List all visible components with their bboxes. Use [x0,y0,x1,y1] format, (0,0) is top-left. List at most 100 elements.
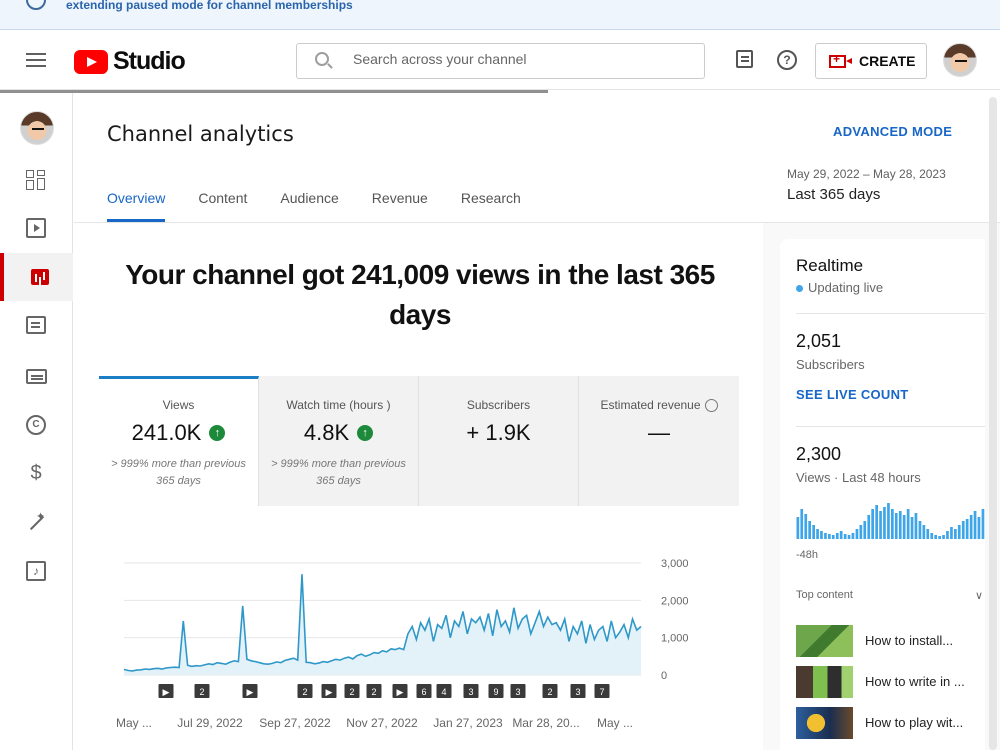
search-box[interactable] [296,43,705,79]
realtime-bar [828,534,831,539]
realtime-bar [839,531,843,539]
realtime-bar [981,509,985,539]
youtube-logo-icon [74,49,108,74]
see-live-count-button[interactable]: SEE LIVE COUNT [796,387,909,402]
realtime-bar [934,535,937,539]
realtime-bar [843,534,847,539]
info-icon [26,0,46,10]
comments-icon[interactable] [26,316,46,334]
timeline-marker-label: 2 [547,687,552,697]
realtime-bar [910,517,914,539]
timeline-marker[interactable] [594,684,610,698]
top-bar: Studio ? CREATE [0,30,1000,90]
subscriber-count: 2,051 [796,331,842,351]
timeline-marker-label: 4 [441,687,446,697]
content-icon[interactable] [26,218,46,238]
metric-value: — [648,420,670,446]
timeline-marker-label: 3 [468,687,473,697]
metric-cards: Views 241.0K ↑ > 999% more than previous … [99,376,739,506]
realtime-bar [879,511,882,539]
timeline-marker[interactable] [194,684,210,698]
y-tick-label: 3,000 [661,558,689,570]
menu-icon[interactable] [26,53,46,67]
create-video-icon [829,52,852,68]
audio-library-icon[interactable]: ♪ [26,561,46,581]
divider [796,426,985,427]
metric-card-revenue[interactable]: Estimated revenue — [579,376,739,506]
timeline-marker-label: ▶ [397,687,404,697]
timeline-marker[interactable] [366,684,382,698]
video-thumbnail [796,666,853,698]
date-range-label[interactable]: Last 365 days [787,186,881,203]
timeline-marker[interactable] [542,684,558,698]
channel-avatar[interactable] [20,111,54,145]
realtime-bar [914,513,918,539]
monetization-icon[interactable]: $ [30,462,42,484]
timeline-marker[interactable] [416,684,432,698]
timeline-marker[interactable] [344,684,360,698]
video-title: How to write in ... [865,674,965,689]
x-tick-label: Nov 27, 2022 [346,716,418,730]
dashboard-icon[interactable] [26,170,46,190]
scrollbar[interactable] [989,97,997,750]
studio-logo[interactable]: Studio [74,47,186,76]
realtime-bar [950,527,953,539]
arrow-up-icon: ↑ [209,425,226,441]
updating-live-text: Updating live [808,280,884,295]
date-range-text[interactable]: May 29, 2022 – May 28, 2023 [787,167,946,181]
updating-live-status: Updating live [796,280,883,295]
realtime-bar [942,535,945,539]
views-line [123,574,642,672]
timeline-marker-label: 2 [302,687,307,697]
tab-content[interactable]: Content [198,190,248,206]
realtime-bar [796,517,800,539]
timeline-marker[interactable] [436,684,452,698]
metric-card-subscribers[interactable]: Subscribers + 1.9K [419,376,579,506]
create-label: CREATE [859,53,916,69]
account-avatar[interactable] [943,43,977,77]
top-content-item[interactable]: How to write in ... [796,666,985,700]
feedback-icon[interactable] [736,50,753,68]
realtime-bar [965,519,969,539]
timeline-marker-label: 7 [599,687,604,697]
help-icon[interactable]: ? [777,50,797,70]
copyright-icon[interactable]: C [26,415,46,435]
top-content-item[interactable]: How to install... [796,625,985,659]
tab-overview[interactable]: Overview [107,190,166,222]
tab-research[interactable]: Research [460,190,521,206]
realtime-bar [800,509,804,539]
realtime-bar [820,531,823,539]
advanced-mode-button[interactable]: ADVANCED MODE [833,124,953,139]
timeline-marker[interactable] [321,684,337,698]
timeline-marker[interactable] [488,684,504,698]
subtitles-icon[interactable] [26,369,47,384]
tab-audience[interactable]: Audience [280,190,339,206]
realtime-bar-chart [796,503,985,539]
membership-banner: extending paused mode for channel member… [0,0,1000,30]
x-tick-label: Mar 28, 20... [512,716,579,730]
create-button[interactable]: CREATE [815,43,927,79]
top-content-item[interactable]: How to play wit... [796,707,985,741]
x-tick-label: Jul 29, 2022 [177,716,243,730]
realtime-card: Realtime Updating live 2,051 Subscribers… [780,239,985,750]
metric-card-watch-time[interactable]: Watch time (hours ) 4.8K ↑ > 999% more th… [259,376,419,506]
metric-card-views[interactable]: Views 241.0K ↑ > 999% more than previous … [99,376,259,506]
timeline-marker[interactable] [392,684,408,698]
timeline-marker[interactable] [242,684,258,698]
logo-text: Studio [113,47,186,75]
realtime-bar [930,533,934,539]
search-input[interactable] [353,51,673,67]
timeline-marker[interactable] [510,684,526,698]
tab-revenue[interactable]: Revenue [371,190,428,206]
timeline-marker[interactable] [570,684,586,698]
realtime-bar [812,525,815,539]
video-thumbnail [796,707,853,739]
timeline-marker-label: ▶ [326,687,333,697]
timeline-marker[interactable] [463,684,479,698]
timeline-marker[interactable] [158,684,174,698]
sidebar-item-analytics[interactable] [0,253,73,301]
customization-icon[interactable] [26,510,46,533]
timeline-marker[interactable] [297,684,313,698]
chevron-down-icon[interactable]: ∨ [974,590,983,602]
search-icon [315,52,329,66]
